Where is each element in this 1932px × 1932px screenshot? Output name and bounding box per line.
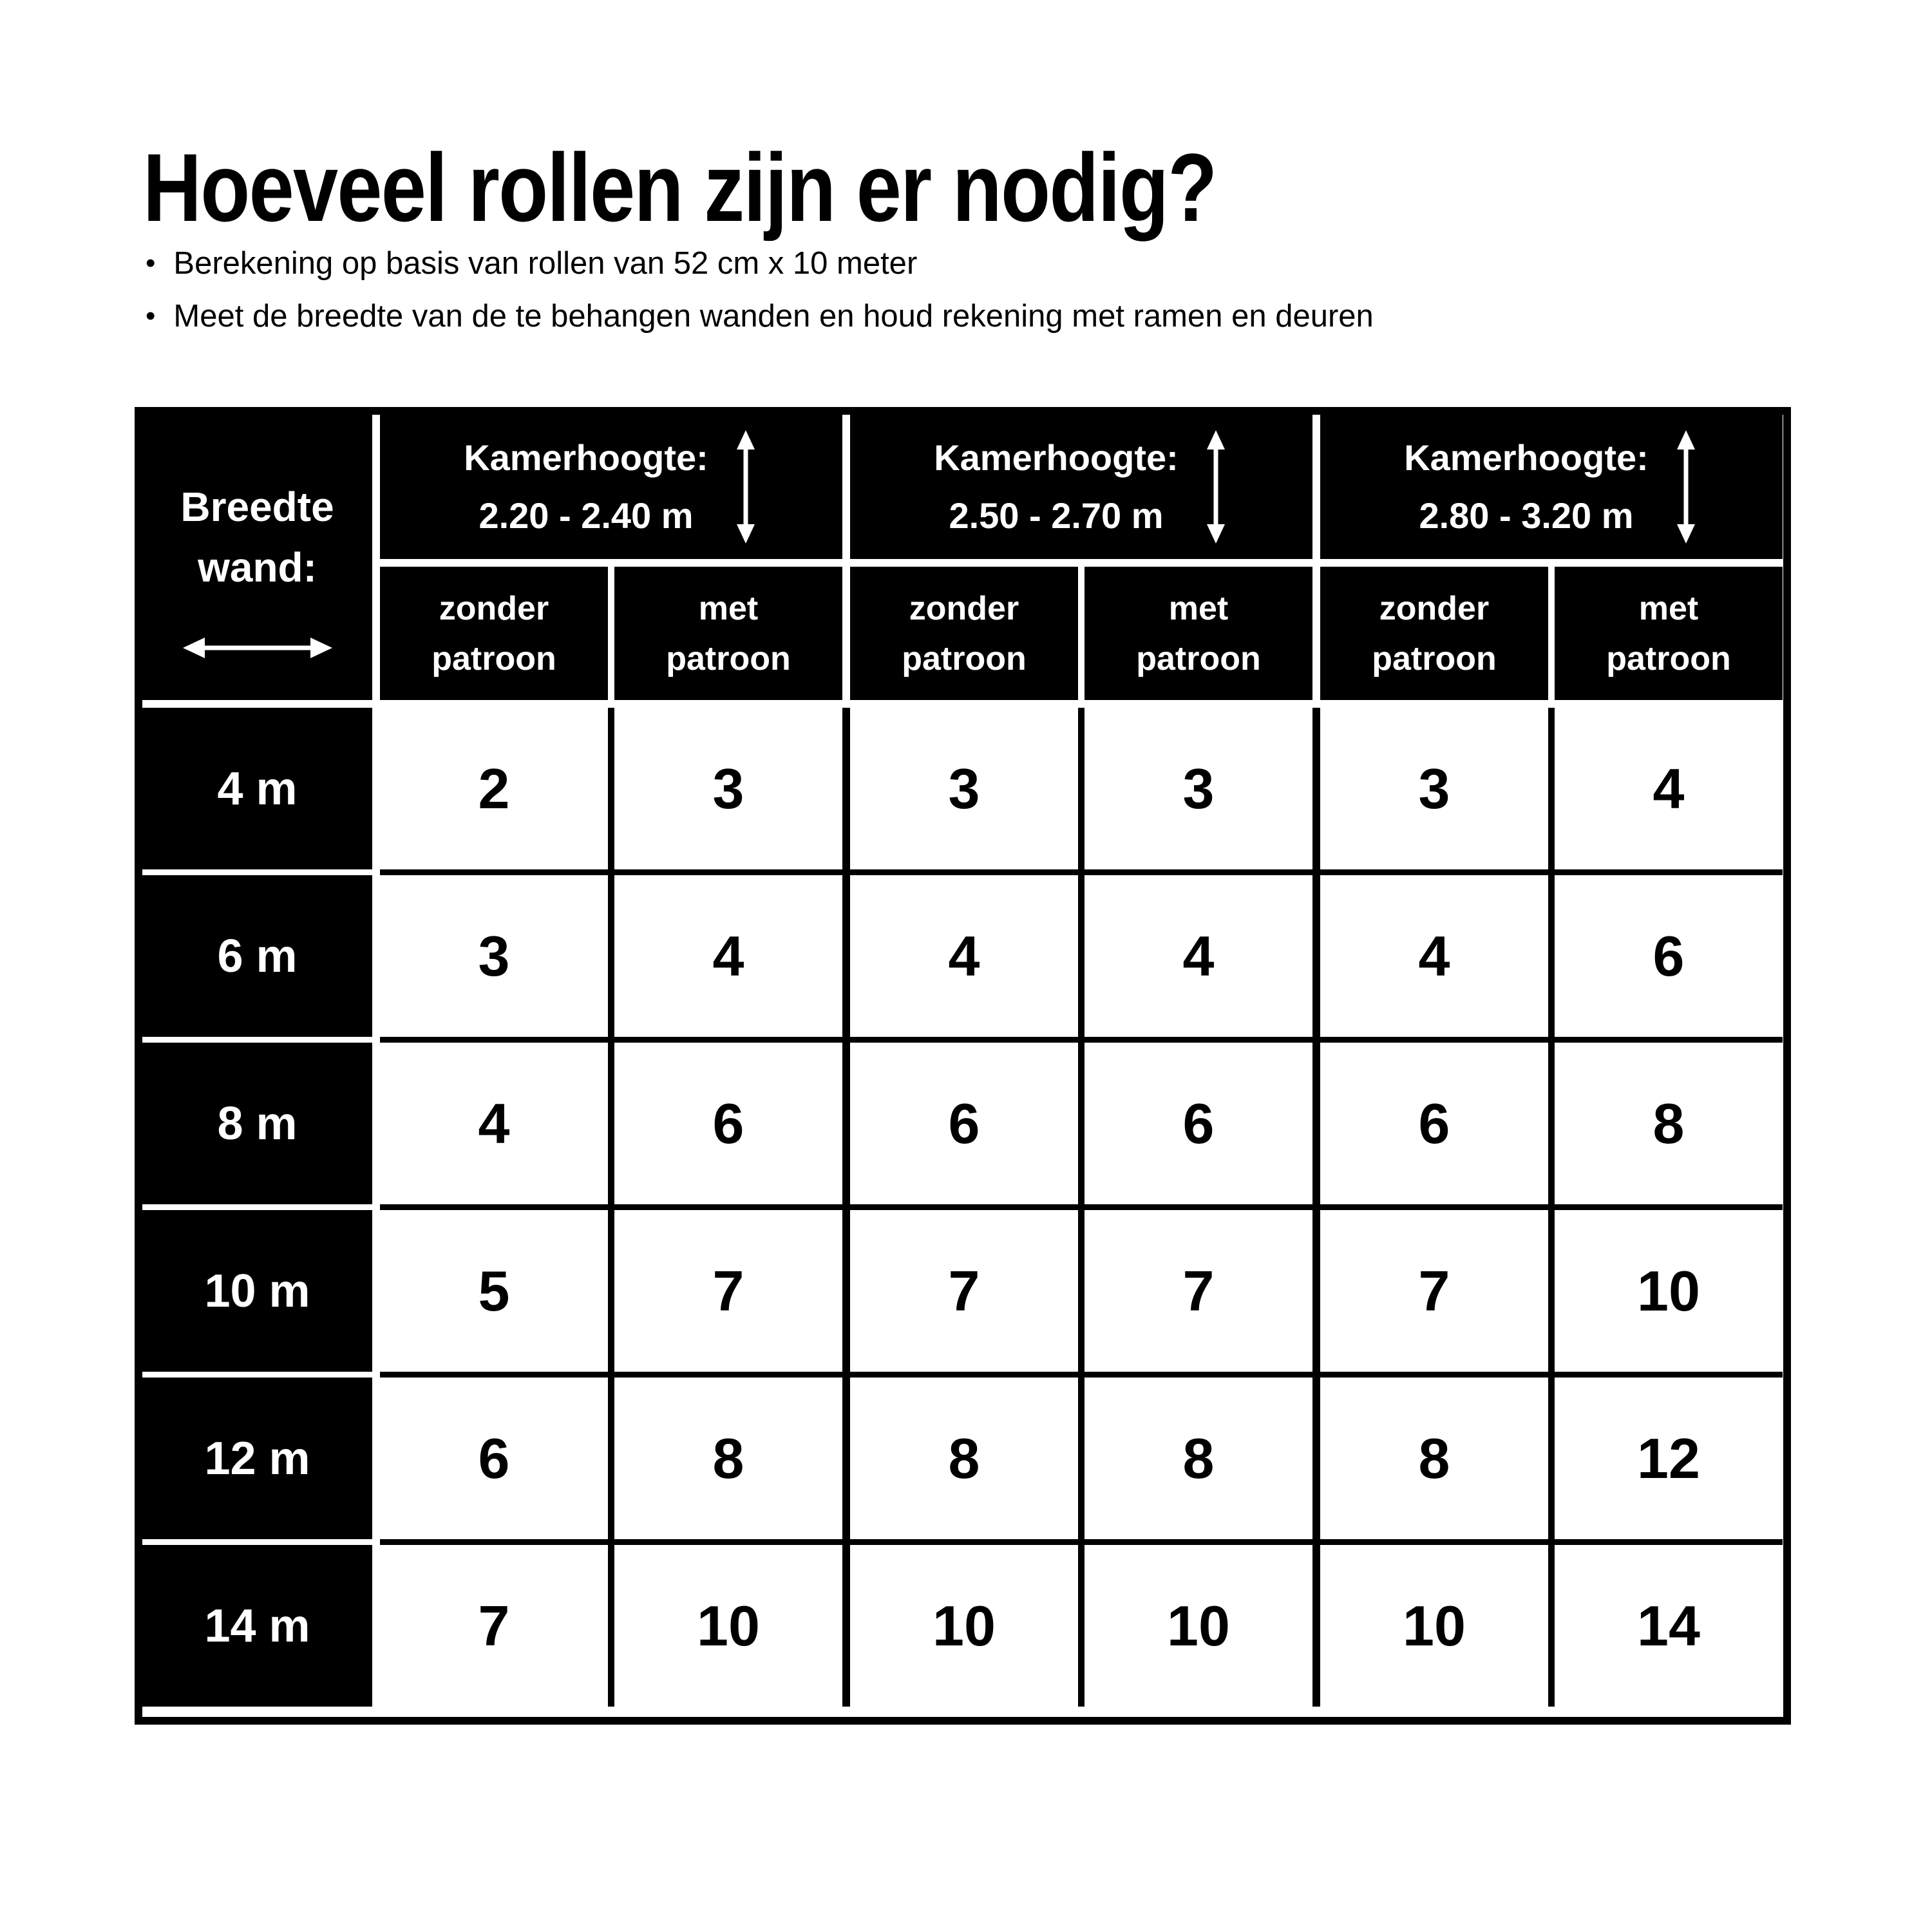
table-cell: 6 <box>1320 1043 1548 1204</box>
table-cell: 3 <box>380 875 608 1037</box>
table-cell: 10 <box>614 1545 842 1707</box>
table-cell: 5 <box>380 1210 608 1372</box>
subheader-line2: patroon <box>666 639 791 677</box>
bullet-measure-walls-text: Meet de breedte van de te behangen wande… <box>173 299 1374 334</box>
table-cell: 7 <box>1320 1210 1548 1372</box>
bullet-dot-icon: • <box>146 247 156 279</box>
table-cell: 7 <box>380 1545 608 1707</box>
table-cell: 3 <box>614 708 842 869</box>
table-cell: 10 <box>1555 1210 1783 1372</box>
table-cell: 12 <box>1555 1378 1783 1539</box>
rolls-needed-table: Breedte wand: Kamerhoogte: 2.20 - 2.40 m… <box>135 407 1791 1725</box>
subheader-line2: patroon <box>1372 639 1497 677</box>
group2-title: Kamerhoogte: <box>934 437 1179 478</box>
table-cell: 6 <box>850 1043 1078 1204</box>
vertical-double-arrow-icon <box>1206 430 1225 544</box>
horizontal-double-arrow-icon <box>182 638 332 658</box>
table-cell: 4 <box>1555 708 1783 869</box>
subheader-line2: patroon <box>431 639 556 677</box>
table-cell: 8 <box>1320 1378 1548 1539</box>
table-cell: 14 <box>1555 1545 1783 1707</box>
subheader-met-patroon: met patroon <box>1555 567 1783 700</box>
subheader-line1: met <box>698 589 759 627</box>
group2-range: 2.50 - 2.70 m <box>949 495 1164 536</box>
row-label-6m: 6 m <box>142 875 372 1037</box>
subheader-met-patroon: met patroon <box>614 567 842 700</box>
row-label-4m: 4 m <box>142 708 372 869</box>
subheader-line1: zonder <box>1379 589 1490 627</box>
table-cell: 8 <box>1084 1378 1312 1539</box>
table-cell: 6 <box>614 1043 842 1204</box>
table-cell: 3 <box>850 708 1078 869</box>
table-cell: 4 <box>1084 875 1312 1037</box>
subheader-line1: met <box>1638 589 1699 627</box>
table-cell: 10 <box>1084 1545 1312 1707</box>
group1-range: 2.20 - 2.40 m <box>478 495 694 536</box>
group-header-height-250-270: Kamerhoogte: 2.50 - 2.70 m <box>850 415 1312 559</box>
table-cell: 4 <box>1320 875 1548 1037</box>
table-cell: 4 <box>614 875 842 1037</box>
bullet-measure-walls: • Meet de breedte van de te behangen wan… <box>146 299 1374 334</box>
row-label-8m: 8 m <box>142 1043 372 1204</box>
corner-line1: Breedte <box>180 484 334 530</box>
table-cell: 6 <box>1084 1043 1312 1204</box>
vertical-double-arrow-icon <box>1676 430 1695 544</box>
bullet-dot-icon: • <box>146 300 156 332</box>
group3-range: 2.80 - 3.20 m <box>1419 495 1634 536</box>
subheader-line1: met <box>1168 589 1229 627</box>
table-cell: 4 <box>850 875 1078 1037</box>
subheader-zonder-patroon: zonder patroon <box>850 567 1078 700</box>
subheader-line2: patroon <box>902 639 1027 677</box>
subheader-met-patroon: met patroon <box>1084 567 1312 700</box>
subheader-line2: patroon <box>1136 639 1261 677</box>
table-cell: 8 <box>850 1378 1078 1539</box>
bullet-roll-size: • Berekening op basis van rollen van 52 … <box>146 246 917 281</box>
table-cell: 3 <box>1084 708 1312 869</box>
page-title: Hoeveel rollen zijn er nodig? <box>143 133 1217 242</box>
vertical-double-arrow-icon <box>736 430 755 544</box>
subheader-zonder-patroon: zonder patroon <box>1320 567 1548 700</box>
row-label-12m: 12 m <box>142 1378 372 1539</box>
subheader-line1: zonder <box>909 589 1019 627</box>
table-cell: 7 <box>1084 1210 1312 1372</box>
table-cell: 3 <box>1320 708 1548 869</box>
subheader-line2: patroon <box>1606 639 1731 677</box>
table-cell: 10 <box>850 1545 1078 1707</box>
group-header-height-280-320: Kamerhoogte: 2.80 - 3.20 m <box>1320 415 1783 559</box>
table-cell: 8 <box>1555 1043 1783 1204</box>
table-cell: 10 <box>1320 1545 1548 1707</box>
bullet-roll-size-text: Berekening op basis van rollen van 52 cm… <box>173 246 918 281</box>
subheader-line1: zonder <box>439 589 549 627</box>
subheader-zonder-patroon: zonder patroon <box>380 567 608 700</box>
table-cell: 7 <box>850 1210 1078 1372</box>
corner-line2: wand: <box>198 544 317 591</box>
table-cell: 4 <box>380 1043 608 1204</box>
table-cell: 8 <box>614 1378 842 1539</box>
table-cell: 2 <box>380 708 608 869</box>
table-cell: 6 <box>380 1378 608 1539</box>
corner-header-wall-width: Breedte wand: <box>142 415 372 700</box>
group3-title: Kamerhoogte: <box>1404 437 1649 478</box>
table-cell: 7 <box>614 1210 842 1372</box>
group1-title: Kamerhoogte: <box>464 437 708 478</box>
row-label-10m: 10 m <box>142 1210 372 1372</box>
data-grid-lines <box>380 708 1783 1707</box>
group-header-height-220-240: Kamerhoogte: 2.20 - 2.40 m <box>380 415 842 559</box>
table-cell: 6 <box>1555 875 1783 1037</box>
row-label-14m: 14 m <box>142 1545 372 1707</box>
